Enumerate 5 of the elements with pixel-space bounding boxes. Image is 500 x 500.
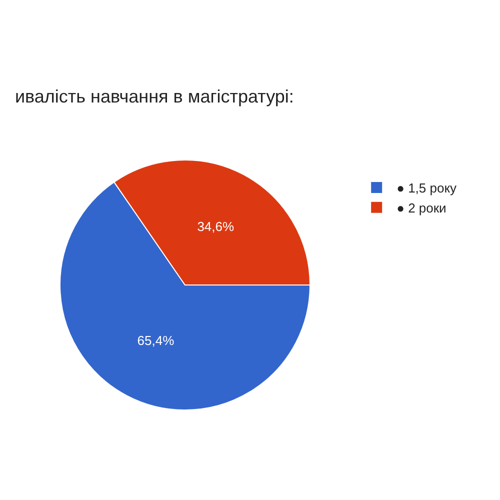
data-label: 34,6%: [197, 218, 234, 234]
chart-title: ивалість навчання в магістратурі:: [15, 86, 294, 107]
data-label: 65,4%: [137, 332, 175, 348]
legend-label: ● 1,5 року: [396, 180, 458, 196]
legend-label: ● 2 роки: [396, 200, 446, 216]
